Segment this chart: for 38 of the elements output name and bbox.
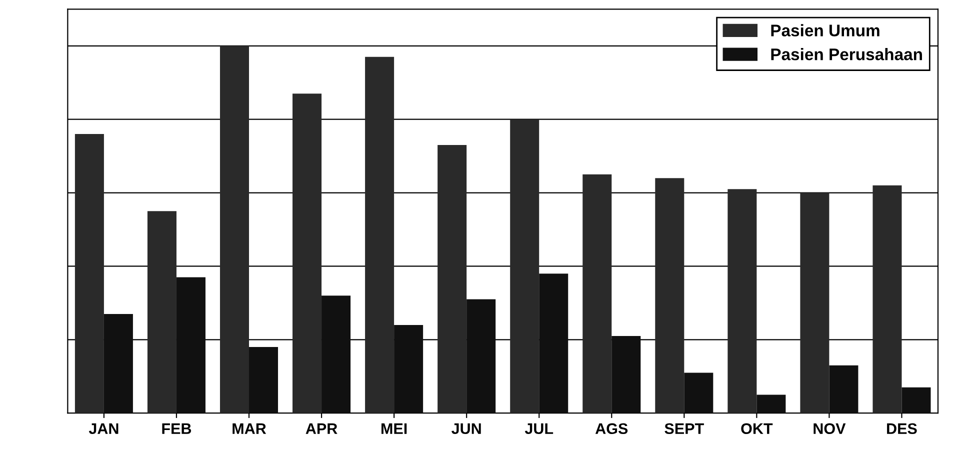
legend-label: Pasien Perusahaan [771,48,922,60]
bar [74,134,104,414]
bar [292,94,322,414]
bar [539,274,568,414]
bar [582,174,612,414]
bar [756,394,786,414]
bar [655,178,684,414]
x-tick-label: AGS [595,423,628,434]
bar [104,314,133,414]
x-tick-label: MAR [232,423,266,434]
x-tick-label: JUN [452,423,481,434]
bar [220,46,250,414]
bar [728,189,757,414]
x-tick-label: APR [306,423,338,434]
bar [612,336,641,414]
x-tick-label: SEPT [664,423,704,434]
bar [394,324,424,414]
bar [249,347,278,414]
bar [902,387,931,414]
bar [510,119,540,414]
x-tick-label: FEB [162,423,192,434]
bar [322,296,351,414]
x-tick-label: NOV [814,423,846,434]
legend-label: Pasien Umum [771,24,880,36]
x-tick-label: JUL [524,423,554,434]
bar [438,145,467,414]
bar [872,185,902,414]
bar [829,365,858,414]
bar [176,277,206,414]
bar [365,56,394,414]
bar [684,372,714,414]
x-tick-label: JAN [88,423,118,434]
x-tick-label: OKT [741,423,773,434]
bar [466,299,496,414]
bar [800,192,830,414]
bar [147,211,176,414]
x-tick-label: MEI [381,423,407,434]
x-tick-label: DES [887,423,917,434]
